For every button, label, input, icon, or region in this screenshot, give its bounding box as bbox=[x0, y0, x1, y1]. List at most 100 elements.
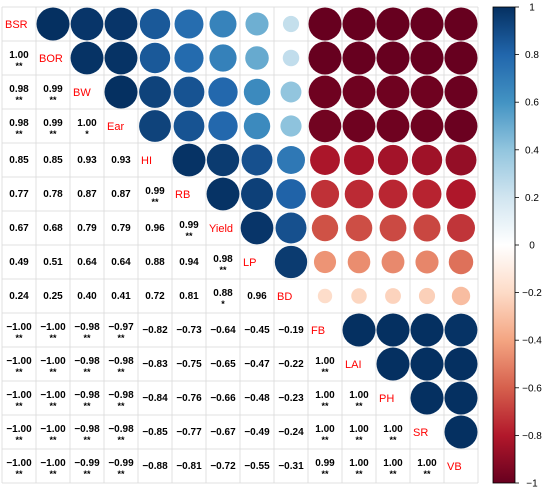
corr-circle-bsr-hi bbox=[139, 8, 171, 40]
corr-circle-sr-vb bbox=[444, 415, 478, 449]
significance-stars: ** bbox=[321, 469, 329, 479]
corr-circle-ph-sr bbox=[410, 381, 444, 415]
corr-circle-fb-vb bbox=[444, 313, 478, 347]
corr-value-ph-yield: −0.66 bbox=[210, 393, 236, 404]
corr-value-fb-bd: −0.19 bbox=[278, 325, 304, 336]
corr-value-lp-bor: 0.51 bbox=[43, 257, 63, 268]
significance-stars: ** bbox=[355, 469, 363, 479]
corr-circle-rb-bd bbox=[276, 179, 306, 209]
corr-circle-ear-sr bbox=[410, 109, 444, 143]
corr-circle-lp-ph bbox=[381, 250, 405, 274]
corr-value-fb-lp: −0.45 bbox=[244, 325, 270, 336]
corr-circle-hi-lai bbox=[343, 144, 375, 176]
colorbar-tick-label: 0.8 bbox=[525, 50, 539, 61]
corr-value-lai-ear: −0.98 bbox=[108, 356, 134, 367]
corr-circle-bsr-ear bbox=[104, 7, 138, 41]
corr-value-ph-fb: 1.00 bbox=[315, 390, 335, 401]
corr-value-fb-bw: −0.98 bbox=[74, 322, 100, 333]
corr-value-vb-bw: −0.99 bbox=[74, 458, 100, 469]
corr-value-hi-bsr: 0.85 bbox=[9, 155, 29, 166]
corr-value-ph-bd: −0.23 bbox=[278, 393, 304, 404]
corr-value-lp-rb: 0.94 bbox=[179, 257, 199, 268]
diagonal-label-bd: BD bbox=[277, 291, 292, 303]
corr-value-fb-hi: −0.82 bbox=[142, 325, 168, 336]
corr-circle-bor-hi bbox=[139, 42, 171, 74]
corr-value-lai-yield: −0.65 bbox=[210, 359, 236, 370]
corr-circle-bsr-yield bbox=[209, 10, 237, 38]
corr-value-ph-hi: −0.84 bbox=[142, 393, 168, 404]
corr-circle-rb-yield bbox=[206, 177, 240, 211]
corr-circle-bor-lp bbox=[245, 46, 269, 70]
corr-circle-bd-lai bbox=[351, 288, 367, 304]
corr-value-ph-ear: −0.98 bbox=[108, 390, 134, 401]
corr-value-ph-bsr: −1.00 bbox=[6, 390, 32, 401]
corr-value-bd-yield: 0.88 bbox=[213, 288, 233, 299]
corr-value-vb-yield: −0.72 bbox=[210, 461, 236, 472]
corr-circle-hi-rb bbox=[172, 143, 206, 177]
significance-stars: ** bbox=[15, 469, 23, 479]
significance-stars: ** bbox=[49, 401, 57, 411]
corr-circle-yield-ph bbox=[379, 214, 407, 242]
corr-value-vb-ear: −0.99 bbox=[108, 458, 134, 469]
corr-circle-hi-bd bbox=[277, 146, 305, 174]
colorbar-tick-label: −0.2 bbox=[522, 288, 542, 299]
corr-value-hi-ear: 0.93 bbox=[111, 155, 131, 166]
corr-value-ear-bw: 1.00 bbox=[77, 118, 97, 129]
significance-stars: ** bbox=[15, 367, 23, 377]
corr-value-ph-bor: −1.00 bbox=[40, 390, 66, 401]
significance-stars: ** bbox=[355, 401, 363, 411]
colorbar-tick-label: −0.8 bbox=[522, 431, 542, 442]
significance-stars: ** bbox=[49, 333, 57, 343]
corr-value-lp-yield: 0.98 bbox=[213, 254, 233, 265]
corr-circle-bor-yield bbox=[209, 44, 237, 72]
corr-value-lai-hi: −0.83 bbox=[142, 359, 168, 370]
corr-circle-bsr-fb bbox=[308, 7, 342, 41]
corr-value-rb-bsr: 0.77 bbox=[9, 189, 29, 200]
corr-value-sr-ear: −0.98 bbox=[108, 424, 134, 435]
corr-value-lai-fb: 1.00 bbox=[315, 356, 335, 367]
corr-value-yield-bsr: 0.67 bbox=[9, 223, 29, 234]
corr-value-lai-bw: −0.98 bbox=[74, 356, 100, 367]
corr-value-yield-bw: 0.79 bbox=[77, 223, 97, 234]
corr-value-sr-bor: −1.00 bbox=[40, 424, 66, 435]
corr-value-bd-lp: 0.96 bbox=[247, 291, 267, 302]
corr-value-bd-bor: 0.25 bbox=[43, 291, 63, 302]
significance-stars: ** bbox=[49, 367, 57, 377]
corr-circle-lai-sr bbox=[410, 347, 444, 381]
corr-value-bd-bsr: 0.24 bbox=[9, 291, 29, 302]
colorbar-tick-label: 0.2 bbox=[525, 193, 539, 204]
corr-circle-bd-ph bbox=[385, 288, 401, 304]
diagonal-label-ear: Ear bbox=[107, 121, 124, 133]
diagonal-label-rb: RB bbox=[175, 189, 190, 201]
corr-value-fb-bor: −1.00 bbox=[40, 322, 66, 333]
corr-circle-ear-hi bbox=[139, 110, 171, 142]
significance-stars: ** bbox=[423, 469, 431, 479]
diagonal-label-fb: FB bbox=[311, 325, 325, 337]
corr-circle-hi-sr bbox=[411, 144, 443, 176]
corr-circle-yield-lp bbox=[240, 211, 274, 245]
significance-stars: ** bbox=[49, 435, 57, 445]
significance-stars: ** bbox=[219, 265, 227, 275]
corr-value-ear-bsr: 0.98 bbox=[9, 118, 29, 129]
diagonal-label-hi: HI bbox=[141, 155, 152, 167]
significance-stars: ** bbox=[83, 401, 91, 411]
corr-value-bd-hi: 0.72 bbox=[145, 291, 165, 302]
corr-value-yield-rb: 0.99 bbox=[179, 220, 199, 231]
significance-stars: ** bbox=[15, 435, 23, 445]
corr-value-ph-lai: 1.00 bbox=[349, 390, 369, 401]
corr-circle-lp-bd bbox=[274, 245, 308, 279]
significance-stars: ** bbox=[49, 129, 57, 139]
corr-circle-hi-yield bbox=[206, 143, 240, 177]
corr-circle-bor-fb bbox=[308, 41, 342, 75]
corr-circle-bor-bd bbox=[282, 49, 300, 67]
significance-stars: ** bbox=[117, 333, 125, 343]
corr-circle-bor-lai bbox=[342, 41, 376, 75]
corr-circle-fb-ph bbox=[376, 313, 410, 347]
corr-value-bw-bsr: 0.98 bbox=[9, 84, 29, 95]
corr-value-ph-bw: −0.98 bbox=[74, 390, 100, 401]
corr-circle-lp-sr bbox=[415, 250, 439, 274]
corr-circle-hi-ph bbox=[377, 144, 409, 176]
corr-value-bd-ear: 0.41 bbox=[111, 291, 131, 302]
